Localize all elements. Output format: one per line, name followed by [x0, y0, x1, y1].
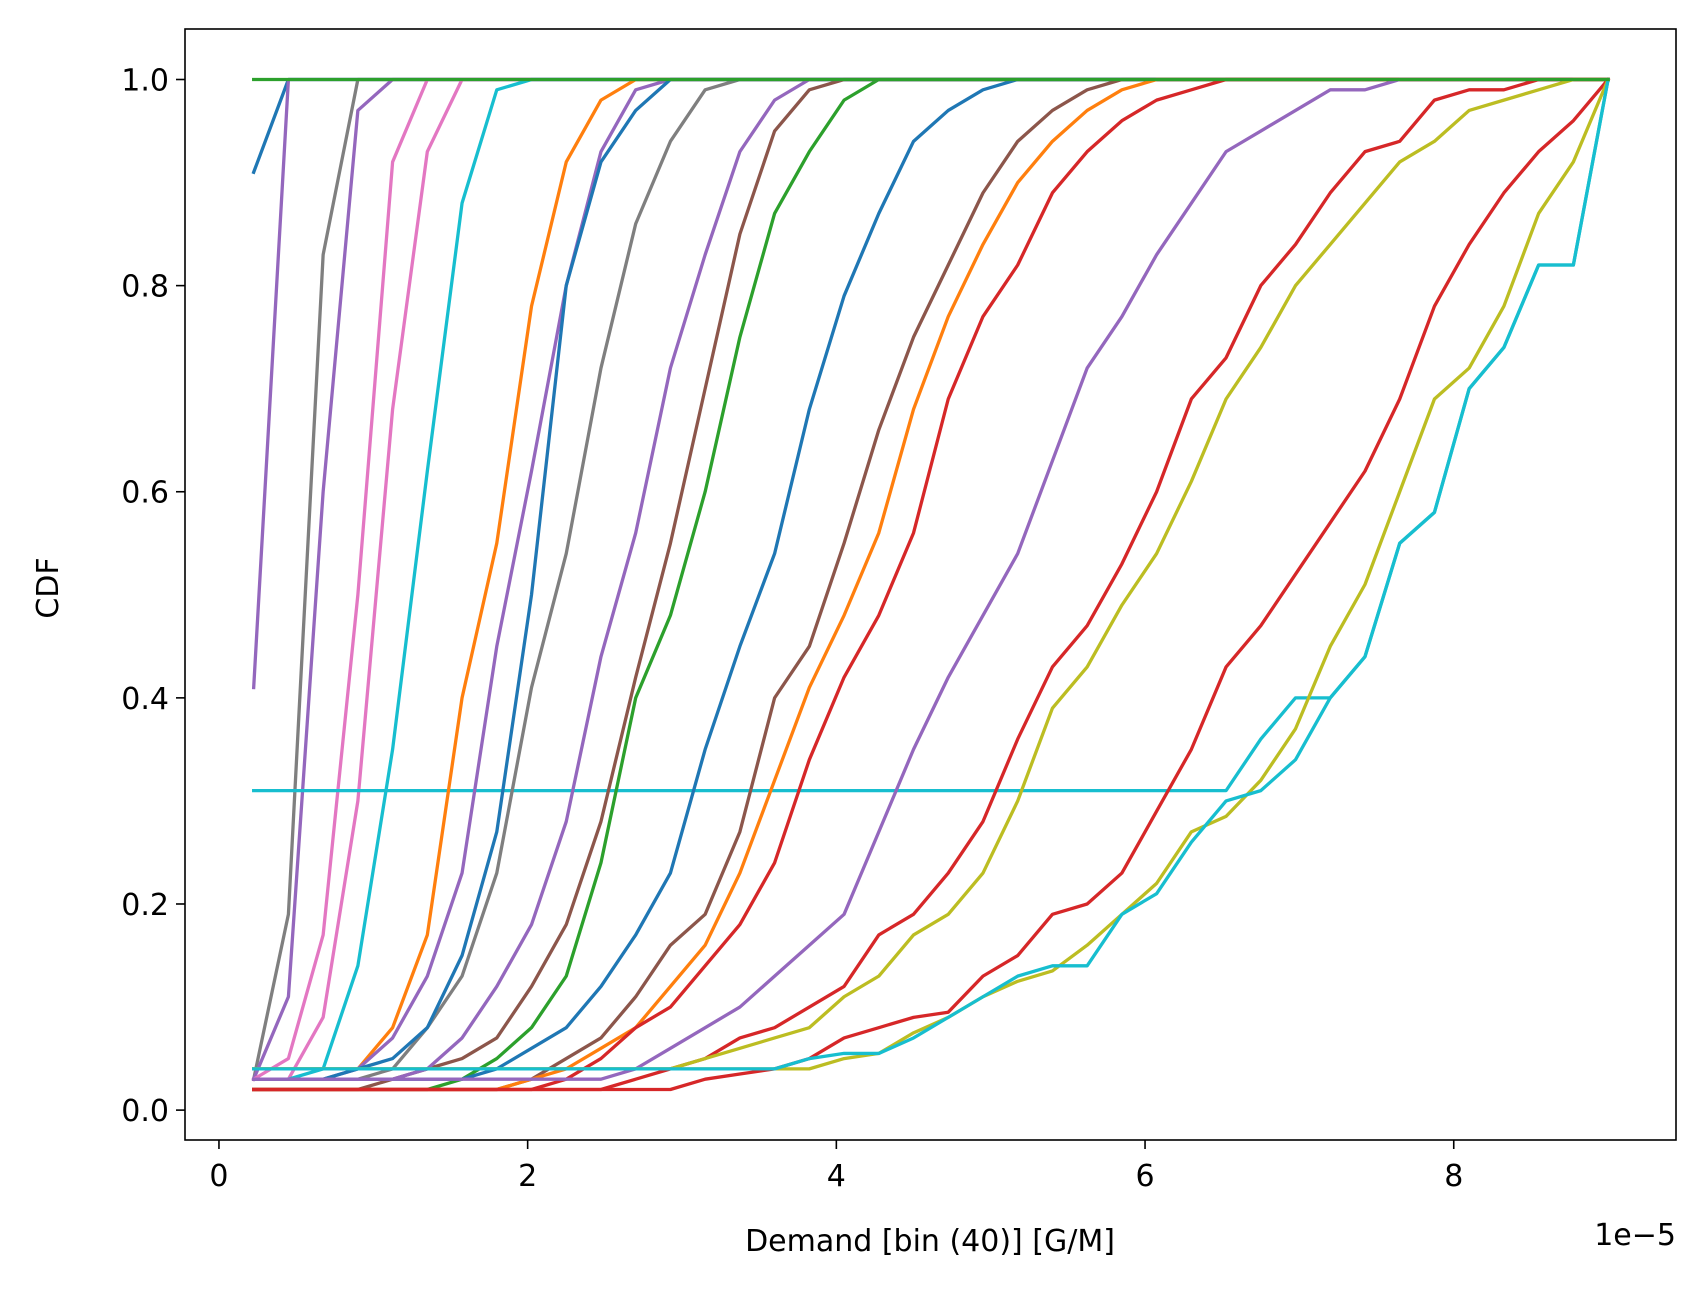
y-tick-label: 1.0: [121, 64, 169, 99]
series-line: [251, 77, 1610, 1082]
y-tick-label: 0.4: [121, 682, 169, 717]
series-line: [252, 77, 1610, 1081]
series-line: [252, 77, 1611, 1092]
y-tick-label: 0.6: [121, 476, 169, 511]
series-line: [252, 77, 1610, 1081]
series-line: [252, 77, 1611, 1071]
x-axis-label: Demand [bin (40)] [G/M]: [745, 1224, 1115, 1259]
series-line: [252, 77, 1610, 1081]
series-line: [252, 77, 1611, 1071]
x-offset-label: 1e−5: [1594, 1218, 1676, 1253]
y-axis-label: CDF: [31, 557, 66, 618]
series-line: [252, 77, 1610, 1081]
series-line: [252, 77, 1611, 793]
series-line: [252, 77, 1610, 1081]
x-tick-label: 0: [209, 1159, 228, 1194]
series-line: [251, 77, 1610, 1082]
x-tick-label: 8: [1444, 1159, 1463, 1194]
x-tick-label: 2: [518, 1159, 537, 1194]
y-tick-label: 0.0: [121, 1094, 169, 1129]
series-line: [252, 77, 1610, 1081]
axes-frame: [184, 28, 1677, 1141]
y-tick-label: 0.8: [121, 270, 169, 305]
plot-area: [251, 77, 1611, 1092]
series-line: [252, 77, 1610, 1081]
x-tick-label: 4: [827, 1159, 846, 1194]
series-line: [252, 77, 1610, 1071]
series-line: [251, 77, 1610, 1082]
y-tick-label: 0.2: [121, 888, 169, 923]
series-line: [252, 77, 1610, 1071]
x-tick-label: 6: [1135, 1159, 1154, 1194]
series-line: [252, 77, 1610, 1081]
